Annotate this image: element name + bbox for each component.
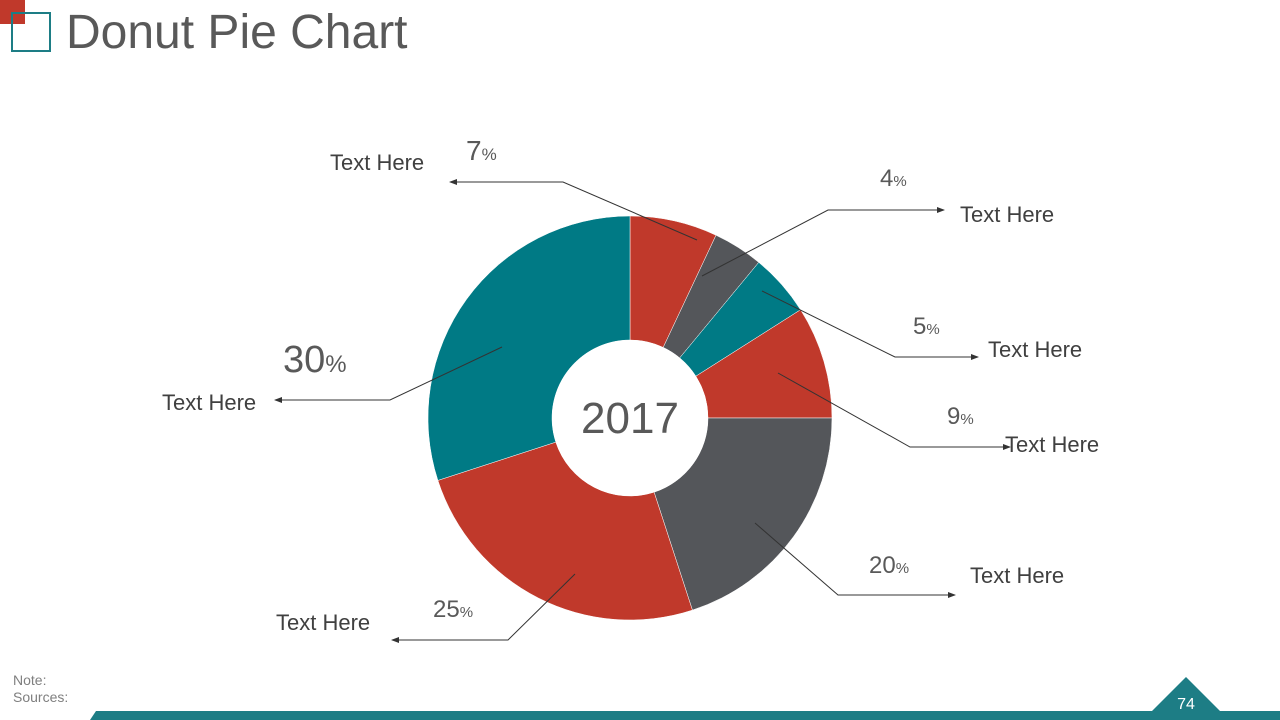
logo-frame-square bbox=[11, 12, 51, 52]
slice-percent-5: 5% bbox=[913, 313, 940, 340]
slice-label-9: Text Here bbox=[1005, 432, 1099, 457]
slice-label-30: Text Here bbox=[162, 390, 256, 415]
slice-percent-25: 25% bbox=[433, 596, 473, 623]
callout-line-7 bbox=[449, 179, 698, 241]
sources-label: Sources: bbox=[13, 689, 69, 705]
slice-percent-9: 9% bbox=[947, 403, 974, 430]
page-number: 74 bbox=[1177, 696, 1195, 713]
donut-hole bbox=[552, 340, 708, 496]
callout-line-9 bbox=[777, 372, 1011, 450]
slice-percent-7: 7% bbox=[466, 135, 497, 166]
slice-percent-4: 4% bbox=[880, 165, 907, 192]
slice-label-5: Text Here bbox=[988, 337, 1082, 362]
center-label: 2017 bbox=[581, 394, 679, 443]
slice-percent-20: 20% bbox=[869, 552, 909, 579]
slice-label-7: Text Here bbox=[330, 150, 424, 175]
slice-percent-30: 30% bbox=[283, 339, 347, 381]
callout-line-5 bbox=[761, 290, 979, 360]
callout-line-4 bbox=[701, 207, 945, 277]
callout-line-30 bbox=[274, 346, 503, 403]
callout-line-20 bbox=[754, 522, 956, 598]
slice-label-4: Text Here bbox=[960, 202, 1054, 227]
callout-line-25 bbox=[391, 573, 576, 643]
slice-label-20: Text Here bbox=[970, 563, 1064, 588]
note-label: Note: bbox=[13, 672, 47, 688]
slice-label-25: Text Here bbox=[276, 610, 370, 635]
page-title: Donut Pie Chart bbox=[66, 6, 408, 59]
